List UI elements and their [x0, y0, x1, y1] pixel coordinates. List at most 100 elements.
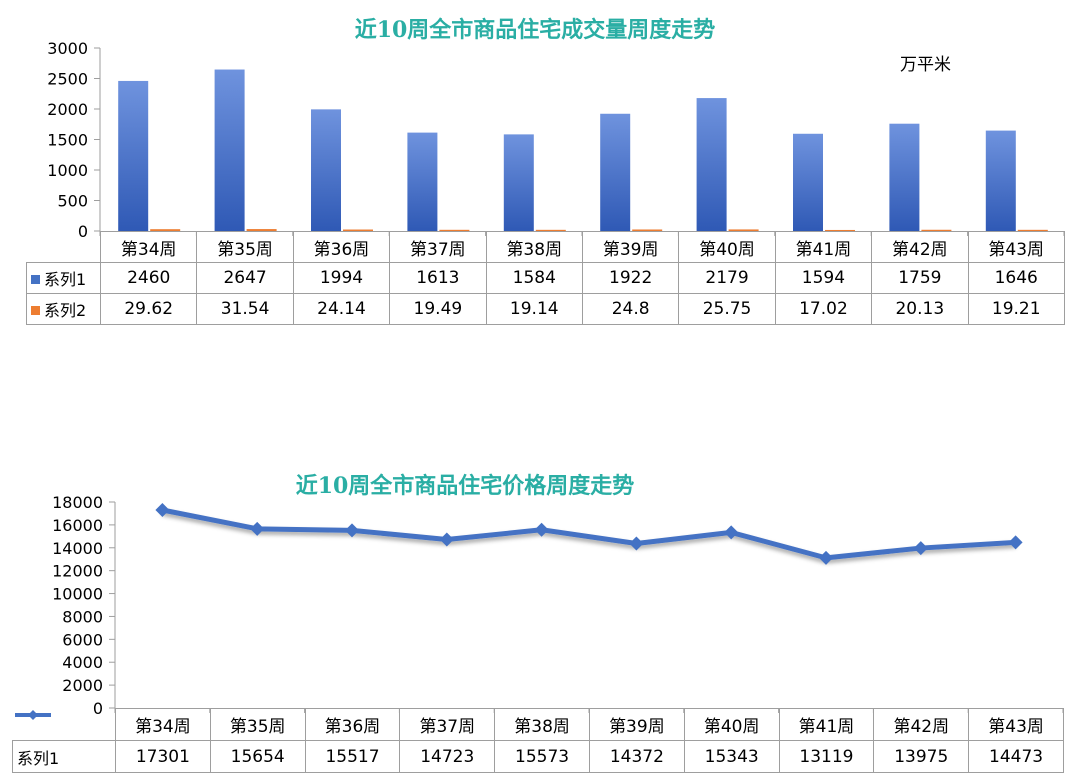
legend-entry: 系列2 [26, 293, 101, 325]
volume-data-table: 第34周 第35周 第36周 第37周 第38周 第39周 第40周 第41周 第42周 第43周… [26, 231, 1065, 325]
bar-series-1 [793, 133, 823, 231]
bar-series-1 [311, 109, 341, 231]
y-tick-label: 2000 [47, 100, 88, 119]
data-label: 15517 [304, 740, 401, 773]
data-point [439, 532, 454, 547]
bar-series-2 [728, 229, 759, 231]
data-label: 19.21 [967, 293, 1065, 325]
data-label: 15654 [209, 740, 306, 773]
data-point [155, 502, 170, 517]
data-label: 2460 [99, 262, 198, 294]
bar-series-2 [632, 229, 663, 231]
data-label: 13975 [873, 740, 970, 773]
y-tick-label: 3000 [47, 39, 88, 58]
bar-series-1 [407, 132, 438, 231]
bar-series-1 [600, 113, 631, 231]
data-label: 20.13 [871, 293, 969, 325]
y-tick-label: 16000 [52, 516, 103, 535]
legend-swatch-icon [31, 275, 40, 284]
data-label: 14473 [968, 740, 1064, 773]
bar-series-2 [343, 229, 373, 231]
data-point [724, 525, 739, 540]
data-point [819, 550, 833, 565]
chart-title: 近10周全市商品住宅价格周度走势 [295, 473, 635, 499]
y-tick-label: 1500 [47, 131, 88, 150]
x-tick-label: 第35周 [196, 231, 294, 263]
bar-series-1 [889, 123, 920, 231]
x-tick-label: 第35周 [209, 708, 306, 741]
data-point [1008, 535, 1023, 550]
data-label: 29.62 [99, 293, 198, 325]
data-point [629, 536, 644, 551]
x-tick-label: 第41周 [778, 708, 875, 741]
series-name: 系列1 [17, 748, 60, 768]
y-tick-label: 6000 [62, 630, 103, 649]
data-label: 1759 [871, 262, 969, 294]
x-tick-label: 第37周 [399, 708, 496, 741]
bar-series-2 [150, 229, 181, 231]
legend-entry: 系列1 [26, 262, 101, 294]
bar-series-2 [535, 229, 566, 231]
data-label: 24.8 [581, 293, 680, 325]
x-tick-label: 第42周 [873, 708, 970, 741]
data-point [345, 523, 359, 538]
y-tick-label: 1000 [47, 161, 88, 180]
bar-series-2 [439, 229, 470, 231]
data-label: 17301 [115, 740, 211, 773]
bar-series-1 [118, 80, 149, 231]
data-label: 19.14 [485, 293, 583, 325]
y-tick-label: 18000 [52, 493, 103, 512]
data-label: 25.75 [678, 293, 776, 325]
x-tick-label: 第43周 [968, 708, 1064, 741]
data-point [534, 522, 549, 537]
data-point [913, 541, 928, 556]
data-label: 2179 [678, 262, 776, 294]
x-tick-label: 第37周 [389, 231, 487, 263]
x-tick-label: 第39周 [588, 708, 685, 741]
x-tick-label: 第36周 [304, 708, 401, 741]
data-label: 17.02 [774, 293, 873, 325]
series-name: 系列1 [44, 270, 87, 289]
x-tick-label: 第38周 [494, 708, 590, 741]
y-tick-label: 8000 [62, 607, 103, 626]
series-name: 系列2 [44, 301, 87, 320]
chart-title: 近10周全市商品住宅成交量周度走势 [354, 17, 716, 43]
price-data-table: 第34周 第35周 第36周 第37周 第38周 第39周 第40周 第41周 第42周 第43周… [12, 708, 1064, 773]
data-label: 14723 [399, 740, 496, 773]
data-label: 14372 [588, 740, 685, 773]
table-corner [26, 231, 101, 263]
bar-series-2 [825, 229, 855, 231]
x-tick-label: 第34周 [99, 231, 198, 263]
y-tick-label: 2500 [47, 70, 88, 89]
bar-series-2 [921, 229, 952, 231]
y-tick-label: 10000 [52, 585, 103, 604]
x-tick-label: 第39周 [581, 231, 680, 263]
x-tick-label: 第40周 [678, 231, 776, 263]
data-label: 1994 [292, 262, 391, 294]
data-label: 1646 [967, 262, 1065, 294]
unit-label: 万平米 [900, 55, 951, 75]
x-tick-label: 第42周 [871, 231, 969, 263]
bar-series-1 [696, 98, 727, 232]
data-label: 1584 [485, 262, 583, 294]
bar-series-1 [214, 69, 245, 232]
data-label: 31.54 [196, 293, 294, 325]
data-label: 19.49 [389, 293, 487, 325]
bar-series-1 [503, 134, 534, 231]
data-label: 2647 [196, 262, 294, 294]
series-line [161, 507, 1016, 561]
data-label: 1594 [774, 262, 873, 294]
data-label: 15573 [494, 740, 590, 773]
y-tick-label: 12000 [52, 562, 103, 581]
price-plot: 0200040006000800010000120001400016000180… [52, 493, 1064, 718]
data-label: 13119 [778, 740, 875, 773]
y-tick-label: 14000 [52, 539, 103, 558]
bar-series-2 [246, 229, 277, 231]
data-label: 15343 [683, 740, 780, 773]
volume-chart: 近10周全市商品住宅成交量周度走势 万平米 0 500 1000 1500 2000 25… [0, 0, 1070, 330]
data-point [250, 521, 265, 536]
data-label: 24.14 [292, 293, 391, 325]
legend-entry: 系列1 [12, 709, 116, 773]
data-label: 1613 [389, 262, 487, 294]
